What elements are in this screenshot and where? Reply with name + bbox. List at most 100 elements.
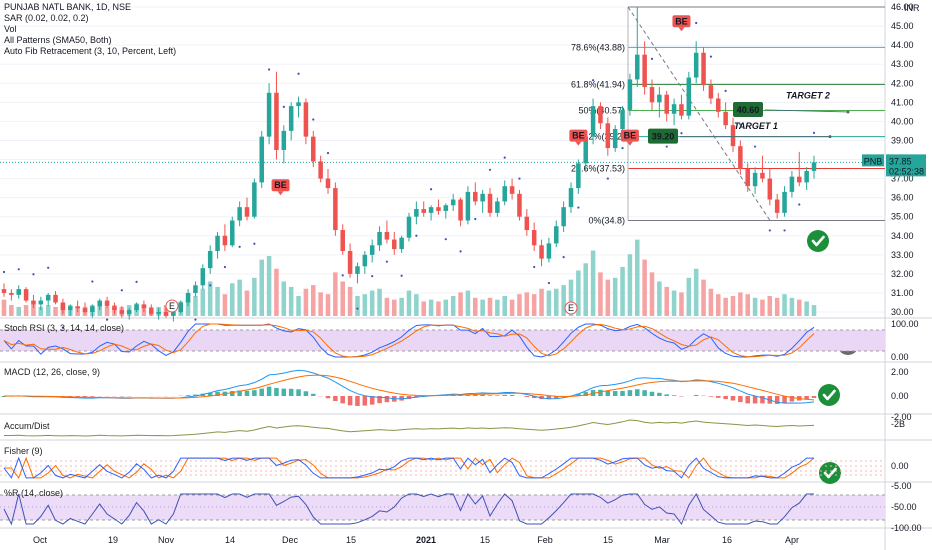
macd-histogram-bar: [708, 396, 714, 397]
macd-histogram-bar: [649, 391, 655, 396]
macd-histogram-bar: [68, 396, 73, 397]
volume-bar: [296, 296, 301, 316]
volume-bar: [723, 297, 728, 316]
macd-histogram-bar: [252, 390, 257, 396]
macd-histogram-bar: [333, 396, 338, 402]
macd-histogram-bar: [635, 389, 640, 396]
volume-bar: [325, 294, 331, 316]
sar-dot: [812, 131, 816, 134]
macd-histogram-bar: [664, 394, 669, 396]
sar-dot: [768, 229, 771, 232]
macd-histogram-bar: [745, 396, 750, 404]
candle-body: [671, 104, 677, 114]
accum-dist-line: [4, 419, 815, 437]
volume-bar: [281, 281, 287, 316]
candle-body: [509, 186, 515, 194]
macd-histogram-bar: [244, 390, 250, 396]
target-line: [764, 109, 849, 113]
candle-body: [797, 176, 802, 183]
sar-dot: [724, 89, 727, 92]
price-tick-label: 30.00: [891, 307, 914, 317]
target-badge: [733, 101, 763, 117]
target-anchor: [846, 110, 850, 114]
candle-body: [369, 245, 375, 255]
time-tick-label: Apr: [785, 535, 799, 545]
macd-histogram-bar: [804, 396, 809, 400]
pattern-marker-text: BE: [274, 180, 287, 190]
candle-body: [458, 199, 463, 221]
candle-body: [31, 300, 36, 305]
candle-body: [215, 235, 220, 251]
volume-bar: [752, 297, 758, 316]
volume-bar: [355, 296, 360, 316]
pattern-marker-tip: [575, 141, 582, 146]
sar-dot: [120, 289, 123, 292]
candle-body: [384, 231, 390, 240]
candle-body: [355, 266, 360, 274]
accum-dist-label: Accum/Dist: [4, 421, 50, 431]
pattern-marker: [569, 129, 588, 142]
sar-dot: [297, 72, 300, 75]
volume-bar: [767, 296, 773, 316]
sar-dot: [385, 260, 389, 263]
candle-body: [473, 191, 478, 202]
stoch-band: [0, 330, 885, 351]
candle-body: [178, 302, 183, 312]
time-tick-label: 19: [108, 535, 118, 545]
sar-dot: [356, 307, 359, 310]
volume-bar: [760, 299, 765, 316]
macd-histogram-bar: [266, 386, 272, 396]
macd-histogram-bar: [75, 396, 80, 397]
macd-histogram-bar: [752, 396, 758, 404]
sar-dot: [562, 256, 565, 259]
volume-bar: [185, 297, 191, 316]
candle-body: [465, 191, 471, 221]
volume-bar: [612, 277, 618, 316]
sar-dot: [503, 156, 506, 159]
sar-dot: [223, 265, 227, 269]
candle-body: [16, 289, 21, 295]
volume-bar: [244, 290, 250, 316]
volume-bar: [318, 292, 323, 316]
volume-bar: [399, 297, 404, 316]
volume-bar: [738, 292, 743, 316]
candle-body: [642, 54, 647, 88]
candle-body: [23, 289, 29, 301]
macd-histogram-bar: [384, 396, 390, 403]
candle-body: [598, 106, 603, 124]
macd-histogram-bar: [288, 388, 294, 396]
target-badge-text: 40.60: [737, 105, 760, 115]
volume-bar: [568, 279, 574, 316]
earnings-marker: [564, 301, 578, 315]
price-tick-label: 33.00: [891, 250, 914, 260]
volume-bar: [804, 301, 809, 316]
wr-tick: -50.00: [891, 502, 917, 512]
last-price-text: 37.85: [889, 156, 912, 166]
target-label: TARGET 2: [786, 91, 830, 101]
earnings-marker: [165, 299, 179, 313]
macd-histogram-bar: [325, 396, 331, 399]
macd-histogram-bar: [509, 395, 515, 396]
candle-body: [531, 230, 537, 246]
candle-body: [789, 176, 795, 192]
sar-dot: [709, 55, 713, 58]
fisher-label: Fisher (9): [4, 446, 43, 456]
candle-body: [377, 231, 382, 246]
volume-bar: [686, 277, 692, 316]
fib-label: 78.6%(43.88): [571, 42, 625, 52]
macd-histogram-bar: [340, 396, 345, 404]
sar-dot: [194, 318, 197, 321]
volume-bar: [252, 277, 257, 316]
time-tick-label: Mar: [654, 535, 670, 545]
volume-bar: [215, 286, 220, 316]
volume-bar: [23, 305, 29, 316]
time-tick-label: 14: [225, 535, 235, 545]
macd-histogram-bar: [583, 392, 588, 396]
volume-bar: [450, 296, 456, 316]
candle-body: [126, 310, 132, 314]
candle-body: [716, 98, 721, 112]
indicator-patterns: All Patterns (SMA50, Both): [4, 35, 112, 45]
pattern-marker-tip: [678, 27, 685, 32]
candle-body: [60, 302, 66, 311]
macd-histogram-bar: [458, 395, 463, 396]
